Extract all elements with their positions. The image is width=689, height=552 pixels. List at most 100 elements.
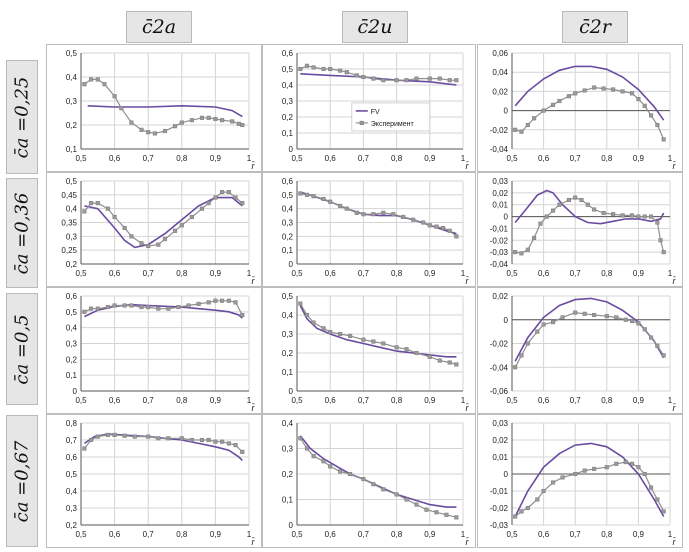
experiment-marker — [328, 464, 333, 469]
chart-r4c3: -0,03 -0,02 -0,01 0 0,01 0,02 0,03 0,5 0,6 0,7 0,8… — [490, 419, 677, 547]
experiment-marker — [311, 194, 316, 199]
panel-r2c1: 0,2 0,25 0,3 0,35 0,4 0,45 0,5 0,5 0,6 0,7 0,8 0,9 1… — [46, 172, 262, 287]
experiment-marker — [105, 305, 110, 310]
row-header-ca-05: c̄a =0,5 — [6, 293, 38, 405]
experiment-marker — [454, 234, 459, 239]
experiment-marker — [434, 224, 439, 229]
series-experiment-line — [515, 86, 665, 140]
experiment-marker — [513, 514, 518, 519]
experiment-marker — [122, 225, 127, 231]
x-tick-label: 0,9 — [424, 396, 436, 405]
experiment-marker — [344, 206, 349, 211]
x-tick-label: 0,6 — [109, 269, 121, 278]
experiment-marker — [636, 214, 641, 219]
y-tick-label: 0,1 — [282, 129, 294, 138]
experiment-marker — [447, 78, 452, 83]
experiment-marker — [519, 129, 524, 134]
x-tick-label: 0,7 — [143, 530, 155, 539]
x-tick-label: 1 — [247, 154, 252, 163]
x-tick-label: 0,6 — [325, 530, 337, 539]
experiment-marker — [233, 443, 238, 448]
experiment-marker — [344, 70, 349, 75]
series-experiment-line — [514, 311, 665, 368]
experiment-marker — [582, 88, 587, 93]
experiment-marker — [391, 212, 396, 217]
experiment-marker — [321, 326, 326, 331]
x-tick-label: 0,9 — [210, 396, 222, 405]
y-tick-label: 0,5 — [66, 470, 78, 479]
experiment-marker — [623, 317, 628, 322]
legend-fv-label: FV — [371, 109, 380, 116]
experiment-marker — [404, 347, 409, 352]
experiment-marker — [95, 306, 100, 311]
y-tick-label: 0 — [504, 470, 509, 479]
y-tick-label: 0,4 — [66, 487, 78, 496]
experiment-marker — [189, 118, 194, 123]
y-tick-label: 0 — [504, 107, 509, 116]
experiment-marker — [328, 199, 333, 204]
experiment-marker — [132, 434, 137, 439]
x-tick-label: 0,8 — [176, 396, 188, 405]
series-fv-line — [514, 65, 665, 121]
experiment-marker — [354, 210, 359, 215]
y-tick-label: 0,3 — [282, 97, 294, 106]
y-tick-label: 0,4 — [66, 324, 78, 333]
experiment-marker — [513, 365, 518, 370]
x-tick-label: 1 — [461, 154, 466, 163]
experiment-marker — [560, 315, 565, 320]
experiment-marker — [551, 480, 556, 485]
experiment-marker — [213, 116, 218, 122]
x-tick-label: 0,8 — [391, 396, 403, 405]
experiment-marker — [119, 106, 124, 111]
chart-r1c2: 0 0,1 0,2 0,3 0,4 0,5 0,6 0,5 0,6 0,7 0,8 0,9 1r̄ FV Э… — [282, 49, 470, 171]
experiment-marker — [152, 131, 157, 136]
y-tick-label: 0 — [289, 521, 294, 530]
experiment-marker — [186, 303, 191, 308]
x-tick-label: 1 — [247, 269, 252, 278]
experiment-marker — [427, 354, 432, 359]
experiment-marker — [447, 228, 452, 233]
panel-r2c2: 0 0,1 0,2 0,3 0,4 0,5 0,6 0,5 0,6 0,7 0,8 0,9 1 r̄ — [262, 172, 476, 287]
experiment-marker — [166, 436, 171, 441]
y-tick-label: 0 — [504, 316, 509, 325]
experiment-marker — [648, 113, 654, 118]
experiment-marker — [427, 76, 432, 81]
experiment-marker — [557, 202, 562, 207]
y-tick-label: 0,3 — [282, 219, 294, 228]
y-tick-label: 0 — [289, 260, 294, 269]
experiment-marker — [541, 488, 546, 494]
y-tick-label: 0,3 — [66, 97, 78, 106]
experiment-marker — [338, 68, 343, 73]
experiment-marker — [642, 327, 647, 332]
y-tick-label: -0,06 — [490, 387, 509, 396]
x-tick-label: 0,5 — [506, 154, 518, 163]
x-tick-label: 0,5 — [75, 269, 87, 278]
experiment-marker — [102, 82, 107, 87]
experiment-marker — [614, 461, 619, 466]
experiment-marker — [189, 437, 194, 443]
experiment-marker — [240, 312, 245, 318]
experiment-marker — [655, 343, 660, 348]
experiment-marker — [338, 469, 343, 474]
y-tick-label: 0,3 — [66, 504, 78, 513]
experiment-marker — [220, 298, 225, 303]
experiment-marker — [541, 108, 546, 113]
chart-r4c2: 0 0,1 0,2 0,3 0,4 0,5 0,6 0,7 0,8 0,9 1r̄ — [282, 419, 470, 547]
experiment-marker — [89, 201, 94, 206]
x-tick-label: 0,5 — [291, 396, 303, 405]
legend-experiment-marker — [359, 120, 364, 125]
x-tick-label: 0,9 — [633, 269, 645, 278]
experiment-marker — [655, 497, 660, 502]
x-tick-label: 0,7 — [358, 396, 370, 405]
experiment-marker — [371, 339, 376, 344]
y-tick-label: 0,3 — [66, 232, 78, 241]
experiment-marker — [525, 122, 530, 128]
chart-r3c1: 0 0,1 0,2 0,3 0,4 0,5 0,6 0,5 0,6 0,7 0,8 0,9 1r̄ — [66, 292, 256, 413]
experiment-marker — [630, 461, 635, 466]
experiment-marker — [661, 509, 666, 514]
experiment-marker — [551, 320, 556, 325]
experiment-marker — [424, 507, 429, 512]
x-tick-label: 1 — [461, 396, 466, 405]
y-tick-label: 0,2 — [66, 355, 78, 364]
experiment-marker — [162, 128, 168, 134]
